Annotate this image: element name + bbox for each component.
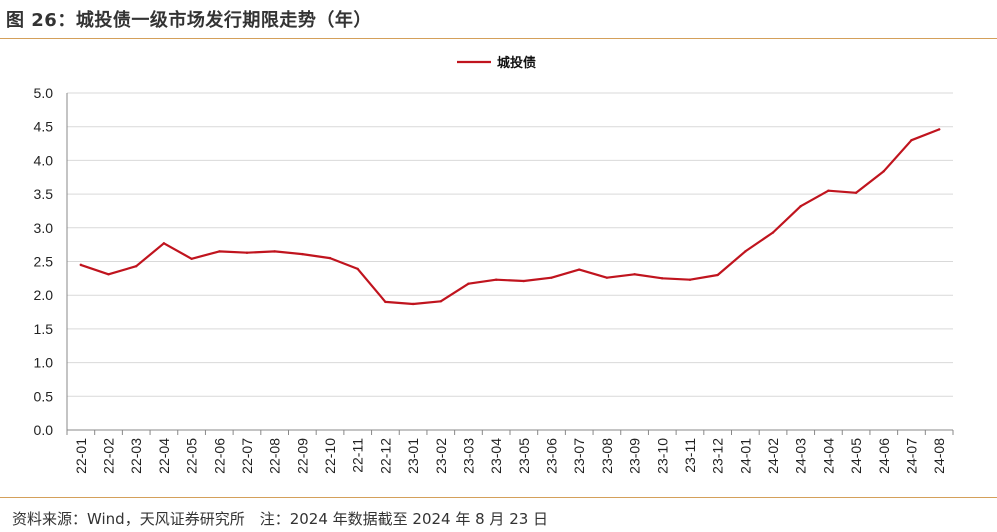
y-tick-label: 0.5 xyxy=(34,388,54,404)
y-tick-label: 5.0 xyxy=(34,85,54,101)
x-tick-label: 23-06 xyxy=(544,438,560,474)
x-tick-label: 24-06 xyxy=(876,438,892,474)
data-point xyxy=(190,257,193,261)
x-tick-label: 23-08 xyxy=(599,438,615,474)
y-tick-label: 3.5 xyxy=(34,186,54,202)
data-point xyxy=(79,263,83,267)
x-tick-label: 23-04 xyxy=(488,438,504,474)
y-tick-label: 2.0 xyxy=(34,287,54,303)
x-axis-tick-labels: 22-01 22-02 22-03 22-04 22-05 22-06 22-07 22-08… xyxy=(73,438,947,474)
y-tick-label: 3.0 xyxy=(34,220,54,236)
x-tick-label: 22-01 xyxy=(73,438,89,474)
series-line xyxy=(79,128,941,306)
x-tick-label: 22-04 xyxy=(156,438,172,474)
y-tick-label: 0.0 xyxy=(34,422,54,438)
axes xyxy=(66,93,954,435)
x-tick-label: 23-07 xyxy=(571,438,587,474)
data-point xyxy=(439,300,442,303)
y-axis-tick-labels: 0.0 0.5 1.0 1.5 2.0 2.5 3.0 3.5 4.0 4.5 5.0 xyxy=(34,85,54,438)
data-point xyxy=(633,273,636,276)
x-tick-label: 24-08 xyxy=(931,438,947,474)
data-point xyxy=(882,169,885,173)
data-point xyxy=(578,268,581,271)
x-tick-label: 23-09 xyxy=(627,438,643,474)
data-point xyxy=(771,231,775,234)
legend: 城投债 xyxy=(457,55,536,71)
data-point xyxy=(356,267,359,271)
source-note: 资料来源：Wind，天风证券研究所 注：2024 年数据截至 2024 年 8 … xyxy=(12,510,549,528)
data-point xyxy=(384,300,387,304)
x-tick-label: 22-11 xyxy=(350,438,366,473)
data-point xyxy=(467,282,470,285)
data-point xyxy=(245,251,249,254)
data-point xyxy=(162,242,166,245)
data-point xyxy=(301,252,304,256)
x-tick-label: 22-06 xyxy=(211,438,227,474)
data-point xyxy=(605,276,609,279)
data-point xyxy=(937,128,941,131)
data-point xyxy=(273,250,276,253)
figure-title: 图 26：城投债一级市场发行期限走势（年） xyxy=(6,10,372,31)
x-tick-label: 23-10 xyxy=(654,438,670,474)
x-tick-label: 24-01 xyxy=(737,438,753,474)
x-tick-label: 23-11 xyxy=(682,438,698,473)
x-tick-label: 24-07 xyxy=(903,438,919,474)
data-point xyxy=(688,278,692,281)
data-point xyxy=(854,191,858,194)
x-tick-label: 23-02 xyxy=(433,438,449,474)
data-point xyxy=(411,302,415,306)
x-tick-label: 23-03 xyxy=(460,438,476,474)
x-tick-label: 23-05 xyxy=(516,438,532,474)
data-point xyxy=(107,273,110,276)
data-point xyxy=(910,138,913,142)
data-point xyxy=(135,265,138,268)
series-layer xyxy=(79,128,941,306)
y-tick-label: 1.0 xyxy=(34,355,54,371)
x-tick-label: 23-01 xyxy=(405,438,421,474)
data-point xyxy=(328,256,332,260)
data-point xyxy=(661,277,664,280)
x-tick-label: 22-10 xyxy=(322,438,338,474)
x-tick-label: 22-07 xyxy=(239,438,255,474)
data-point xyxy=(494,278,498,281)
x-tick-label: 24-03 xyxy=(793,438,809,474)
gridlines xyxy=(67,92,953,397)
x-tick-label: 22-08 xyxy=(267,438,283,474)
legend-label: 城投债 xyxy=(497,55,536,71)
x-tick-label: 22-12 xyxy=(377,438,393,474)
data-point xyxy=(744,250,747,253)
data-point xyxy=(522,279,526,283)
x-tick-label: 22-09 xyxy=(294,438,310,474)
y-tick-label: 2.5 xyxy=(34,254,54,270)
y-tick-label: 1.5 xyxy=(34,321,54,337)
data-point xyxy=(827,189,830,192)
x-tick-label: 23-12 xyxy=(710,438,726,474)
data-point xyxy=(218,250,221,253)
y-tick-label: 4.5 xyxy=(34,119,54,135)
title-divider xyxy=(0,38,997,39)
y-tick-label: 4.0 xyxy=(34,152,54,168)
line-chart: 0.00.51.01.52.02.53.03.54.04.55.0 22-01 2… xyxy=(34,55,954,474)
data-point xyxy=(799,205,802,208)
x-tick-label: 24-04 xyxy=(820,438,836,474)
x-tick-label: 24-02 xyxy=(765,438,781,474)
footer-divider xyxy=(0,497,997,498)
x-tick-label: 22-03 xyxy=(128,438,144,474)
data-point xyxy=(716,273,719,277)
x-tick-label: 22-02 xyxy=(101,438,117,474)
x-tick-label: 24-05 xyxy=(848,438,864,474)
data-point xyxy=(550,276,553,279)
x-tick-label: 22-05 xyxy=(184,438,200,474)
